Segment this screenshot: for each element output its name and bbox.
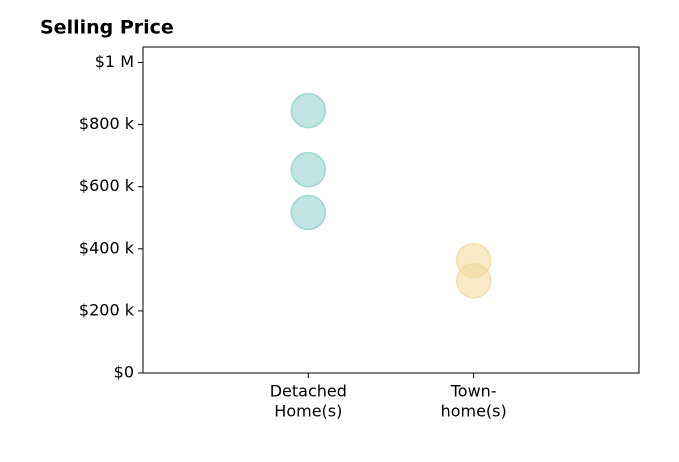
x-tick-label: Detached: [270, 382, 347, 401]
y-tick-label: $0: [114, 363, 134, 382]
chart-title: Selling Price: [40, 17, 174, 39]
x-tick-label: home(s): [441, 402, 507, 421]
y-tick-label: $1 M: [95, 52, 134, 71]
point: [455, 263, 492, 299]
y-tick-label: $800 k: [79, 114, 135, 133]
x-tick-label: Town-: [450, 382, 497, 401]
plot-frame: [142, 46, 640, 374]
y-tick-label: $600 k: [79, 176, 135, 195]
y-tick-label: $200 k: [79, 300, 135, 319]
point: [290, 92, 327, 129]
point: [290, 194, 327, 231]
point: [290, 151, 327, 188]
x-tick-label: Home(s): [274, 402, 342, 421]
y-tick-label: $400 k: [79, 238, 135, 257]
